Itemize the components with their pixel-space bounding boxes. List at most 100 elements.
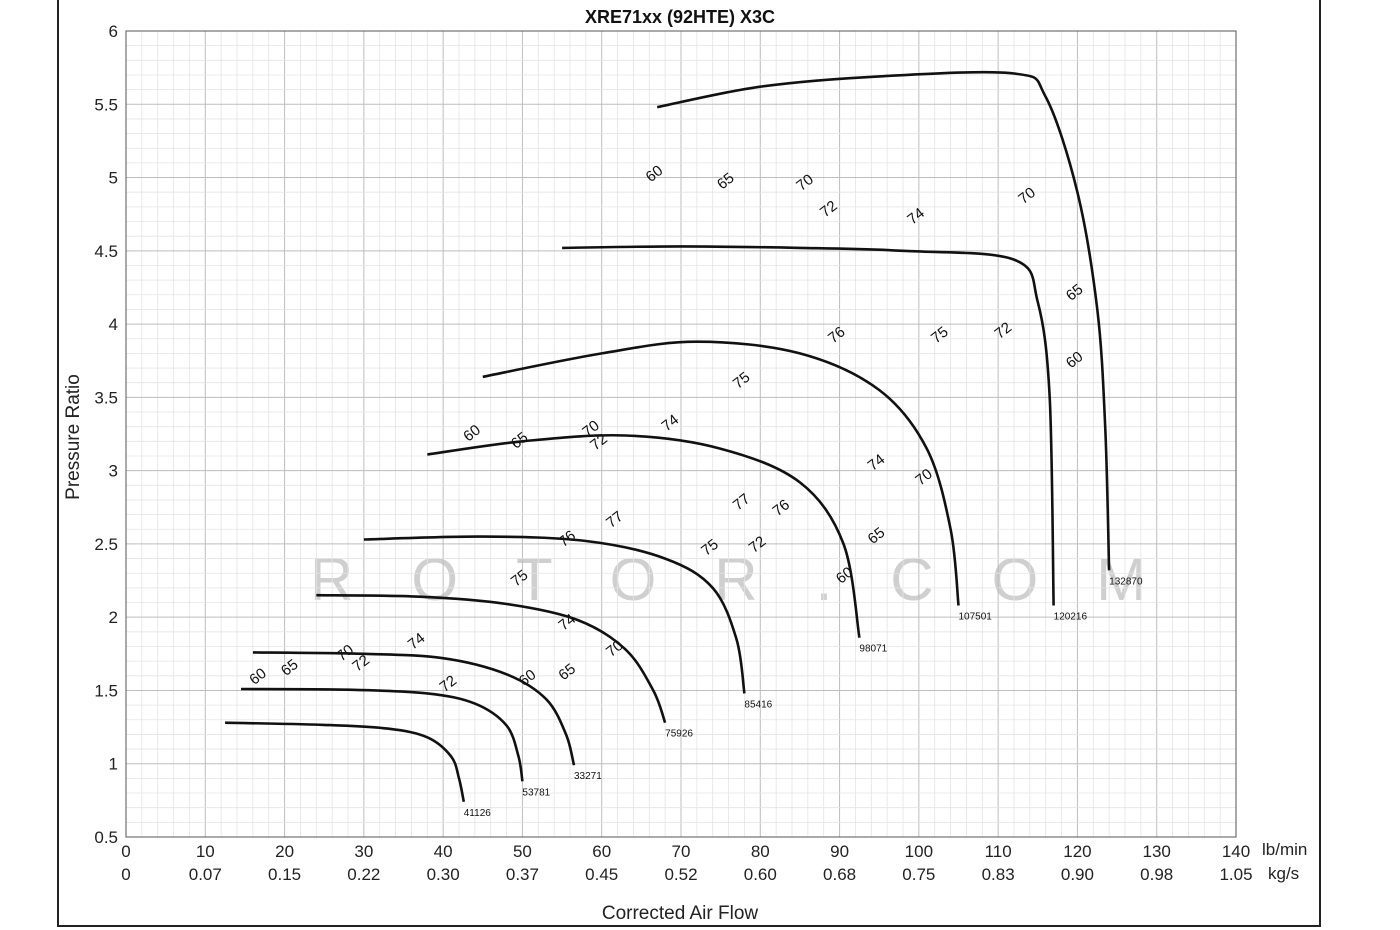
chart-title: XRE71xx (92HTE) X3C xyxy=(585,7,775,27)
x-tick-label-kgs: 0.60 xyxy=(744,865,777,884)
x-tick-label-kgs: 0.75 xyxy=(902,865,935,884)
efficiency-label-74: 74 xyxy=(865,451,889,475)
efficiency-label-72: 72 xyxy=(991,319,1015,343)
efficiency-label-77: 77 xyxy=(603,508,627,532)
speed-label-98071: 98071 xyxy=(859,644,887,655)
speed-label-132870: 132870 xyxy=(1109,576,1143,587)
x-tick-label-kgs: 0.83 xyxy=(982,865,1015,884)
efficiency-label-75: 75 xyxy=(928,323,952,347)
efficiency-label-70: 70 xyxy=(603,637,627,661)
efficiency-label-70: 70 xyxy=(1015,184,1039,208)
efficiency-label-76: 76 xyxy=(825,323,849,347)
speed-label-120216: 120216 xyxy=(1054,611,1088,622)
efficiency-label-65: 65 xyxy=(555,660,579,684)
chart-frame xyxy=(57,0,1321,927)
speed-line-75926 xyxy=(316,593,667,724)
speed-line-98071 xyxy=(427,433,861,638)
speed-label-41126: 41126 xyxy=(464,808,492,819)
speed-line-33271 xyxy=(252,651,576,766)
efficiency-label-60: 60 xyxy=(460,422,484,446)
efficiency-label-77: 77 xyxy=(730,490,754,514)
efficiency-label-74: 74 xyxy=(904,205,928,229)
y-tick-label: 1.5 xyxy=(94,681,118,700)
y-tick-label: 2 xyxy=(109,608,118,627)
x-tick-label-kgs: 1.05 xyxy=(1219,865,1252,884)
x-tick-label-lbmin: 40 xyxy=(434,842,453,861)
y-tick-label: 6 xyxy=(109,22,118,41)
x-tick-label-lbmin: 50 xyxy=(513,842,532,861)
y-tick-label: 3.5 xyxy=(94,388,118,407)
x-axis-label: Corrected Air Flow xyxy=(602,903,759,924)
y-tick-label: 3 xyxy=(109,462,118,481)
speed-label-75926: 75926 xyxy=(665,729,693,740)
x-tick-label-kgs: 0.30 xyxy=(427,865,460,884)
x-tick-label-lbmin: 120 xyxy=(1063,842,1091,861)
speed-line-107501 xyxy=(482,340,960,606)
x-tick-label-lbmin: 10 xyxy=(196,842,215,861)
x-tick-label-lbmin: 80 xyxy=(751,842,770,861)
efficiency-label-65: 65 xyxy=(278,656,302,680)
efficiency-label-72: 72 xyxy=(436,672,460,696)
grid xyxy=(125,30,1237,838)
watermark-text: ROTOR.COM xyxy=(310,546,1204,613)
x-tick-label-kgs: 0.15 xyxy=(268,865,301,884)
x-tick-label-lbmin: 130 xyxy=(1143,842,1171,861)
efficiency-label-75: 75 xyxy=(730,369,754,393)
efficiency-label-60: 60 xyxy=(1063,348,1087,372)
efficiency-label-74: 74 xyxy=(405,630,429,654)
y-tick-label: 1 xyxy=(109,755,118,774)
x-tick-label-lbmin: 140 xyxy=(1222,842,1250,861)
efficiency-label-65: 65 xyxy=(865,524,889,548)
x-unit-primary: lb/min xyxy=(1262,840,1307,859)
x-tick-label-lbmin: 90 xyxy=(830,842,849,861)
x-tick-label-kgs: 0.90 xyxy=(1061,865,1094,884)
efficiency-label-60: 60 xyxy=(516,666,540,690)
speed-label-107501: 107501 xyxy=(959,611,993,622)
efficiency-label-70: 70 xyxy=(793,171,817,195)
x-tick-label-lbmin: 0 xyxy=(121,842,130,861)
efficiency-label-60: 60 xyxy=(643,162,667,186)
speed-label-53781: 53781 xyxy=(522,787,550,798)
x-tick-label-kgs: 0 xyxy=(121,865,130,884)
efficiency-label-65: 65 xyxy=(1063,281,1087,305)
y-tick-label: 4 xyxy=(109,315,118,334)
y-tick-label: 5.5 xyxy=(94,95,118,114)
x-tick-label-kgs: 0.68 xyxy=(823,865,856,884)
efficiency-label-74: 74 xyxy=(658,411,682,435)
x-tick-label-lbmin: 100 xyxy=(905,842,933,861)
x-unit-secondary: kg/s xyxy=(1268,864,1299,883)
efficiency-label-72: 72 xyxy=(746,533,770,557)
x-tick-label-lbmin: 20 xyxy=(275,842,294,861)
x-tick-label-lbmin: 60 xyxy=(592,842,611,861)
speed-label-85416: 85416 xyxy=(744,699,772,710)
x-tick-label-lbmin: 70 xyxy=(672,842,691,861)
efficiency-label-72: 72 xyxy=(349,652,373,676)
y-tick-label: 2.5 xyxy=(94,535,118,554)
efficiency-label-60: 60 xyxy=(246,665,270,689)
y-axis-label: Pressure Ratio xyxy=(63,374,84,500)
speed-line-120216 xyxy=(562,245,1055,606)
speed-line-85416 xyxy=(363,535,746,694)
speed-lines: 41126 53781 33271 75926 85416 98071 107501 1202… xyxy=(225,70,1143,819)
speed-label-33271: 33271 xyxy=(574,771,602,782)
plot-area xyxy=(125,30,1237,838)
x-tick-label-kgs: 0.37 xyxy=(506,865,539,884)
x-tick-label-kgs: 0.22 xyxy=(347,865,380,884)
x-tick-label-kgs: 0.52 xyxy=(664,865,697,884)
efficiency-label-70: 70 xyxy=(912,466,936,490)
y-tick-label: 0.5 xyxy=(94,828,118,847)
efficiency-label-74: 74 xyxy=(555,611,579,635)
x-tick-label-kgs: 0.45 xyxy=(585,865,618,884)
efficiency-label-75: 75 xyxy=(698,536,722,560)
speed-line-53781 xyxy=(240,687,524,782)
efficiency-label-76: 76 xyxy=(769,496,793,520)
y-tick-label: 4.5 xyxy=(94,242,118,261)
y-tick-label: 5 xyxy=(109,169,118,188)
speed-line-41126 xyxy=(225,721,466,803)
x-tick-label-kgs: 0.98 xyxy=(1140,865,1173,884)
efficiency-label-75: 75 xyxy=(508,567,532,591)
speed-line-132870 xyxy=(656,70,1111,571)
x-tick-label-lbmin: 110 xyxy=(985,842,1012,861)
